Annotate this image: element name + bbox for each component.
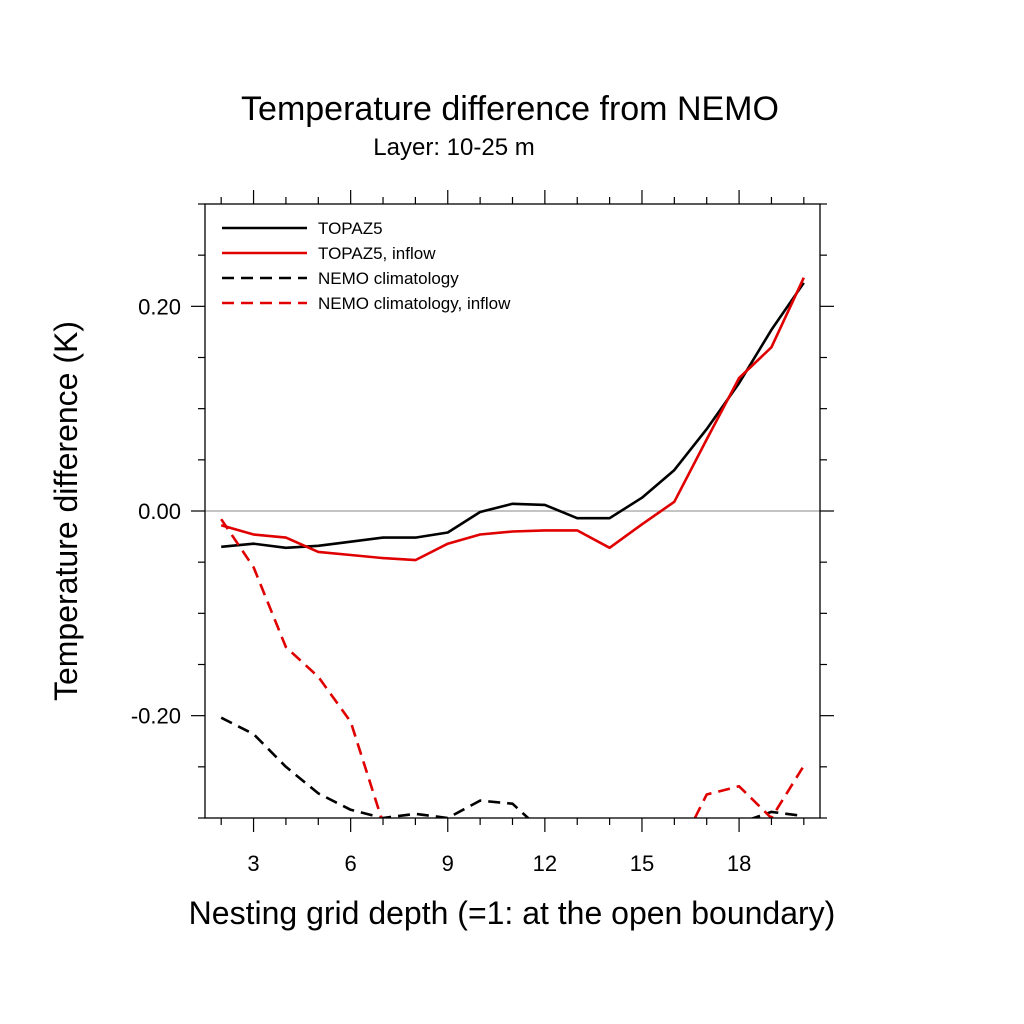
legend-label-3: NEMO climatology <box>318 269 459 288</box>
x-tick-label: 3 <box>247 851 259 876</box>
legend-label-1: TOPAZ5 <box>318 219 383 238</box>
x-tick-label: 12 <box>533 851 557 876</box>
chart-subtitle: Layer: 10-25 m <box>373 134 535 161</box>
y-axis-title: Temperature difference (K) <box>48 321 84 701</box>
series-line-3 <box>220 716 804 818</box>
ticks-layer: 3 6 9 12 15 18 -0.20 0.00 0.20 <box>131 190 834 876</box>
chart-title: Temperature difference from NEMO <box>241 90 779 128</box>
y-tick-label: 0.00 <box>138 499 181 524</box>
x-tick-label: 18 <box>727 851 751 876</box>
x-tick-label: 9 <box>442 851 454 876</box>
x-axis-title: Nesting grid depth (=1: at the open boun… <box>189 895 836 931</box>
y-tick-label: -0.20 <box>131 704 181 729</box>
legend-label-2: TOPAZ5, inflow <box>318 244 436 263</box>
x-tick-label: 6 <box>345 851 357 876</box>
series-line-1 <box>221 282 805 550</box>
x-tick-label: 15 <box>630 851 654 876</box>
legend-label-4: NEMO climatology, inflow <box>318 294 511 313</box>
y-tick-label: 0.20 <box>138 294 181 319</box>
series-line-2 <box>220 277 805 562</box>
series-layer <box>220 277 805 818</box>
legend: TOPAZ5 TOPAZ5, inflow NEMO climatology NEMO… <box>222 219 511 313</box>
series-line-4 <box>220 518 805 818</box>
